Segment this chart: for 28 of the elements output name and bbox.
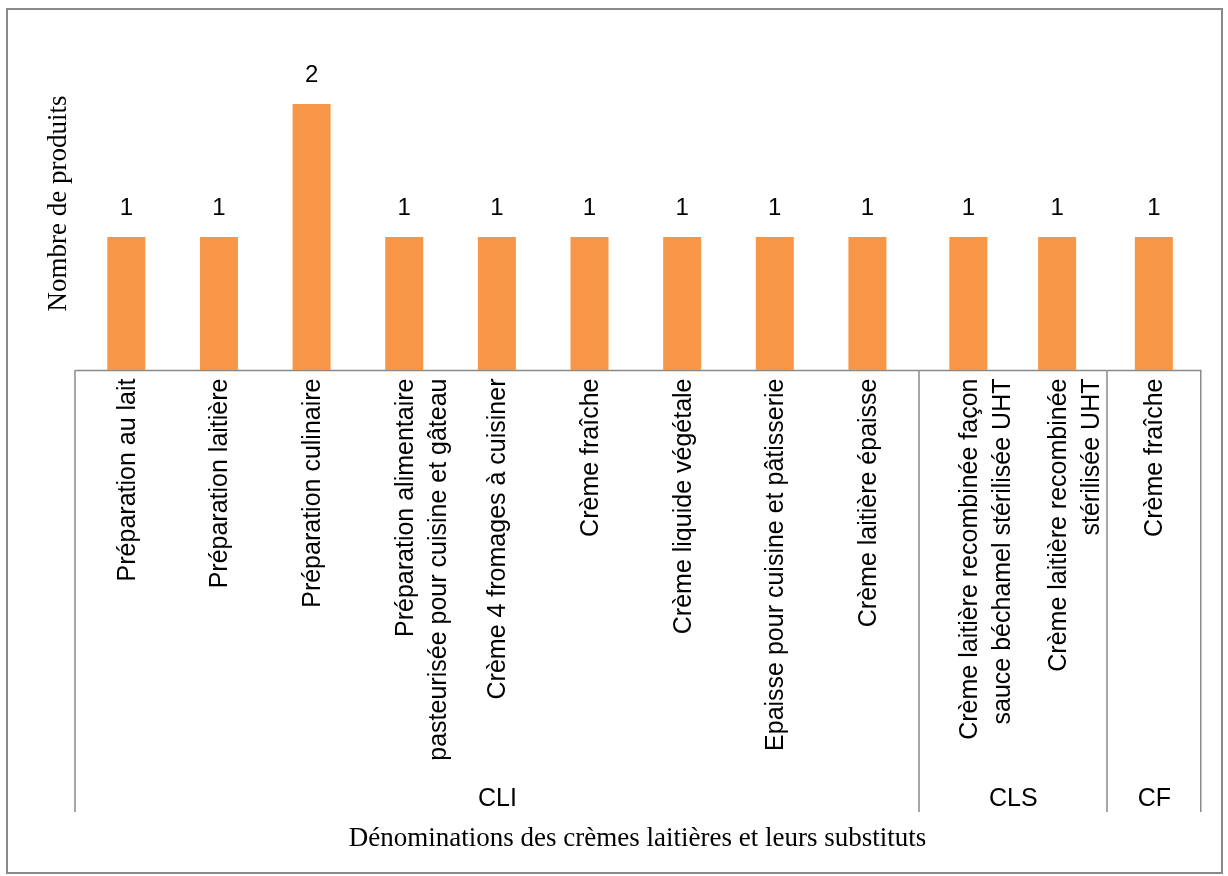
x-tick-label: Crème laitière épaisse bbox=[852, 378, 881, 628]
x-axis-title: CLS bbox=[988, 782, 1038, 811]
x-tick-label: Crème liquide végétale bbox=[667, 378, 696, 635]
data-label: 1 bbox=[1147, 193, 1161, 220]
x-tick-label: Crème fraîche bbox=[575, 378, 604, 537]
data-label: 1 bbox=[768, 193, 782, 220]
y-axis-title: Nombre de produits bbox=[41, 95, 72, 312]
data-label: 2 bbox=[304, 60, 319, 87]
x-tick-label: Préparation laitière bbox=[204, 378, 233, 589]
x-tick-label: Epaisse pour cuisine et pâtisserie bbox=[760, 378, 789, 751]
x-tick-label: Crème fraîche bbox=[1139, 378, 1168, 537]
x-tick-label: Crème 4 fromages à cuisiner bbox=[482, 378, 511, 700]
data-label: 1 bbox=[582, 193, 597, 220]
x-tick-label: Crème laitière recombinée façon sauce béchamel stérilisée UHT bbox=[953, 378, 1015, 740]
x-tick-label: Préparation au lait bbox=[111, 378, 140, 582]
x-tick-label: Préparation culinaire bbox=[297, 378, 326, 608]
text: Dénominations des crèmes laitières et leurs substituts bbox=[348, 822, 927, 852]
data-label: 1 bbox=[961, 193, 976, 220]
data-label: 1 bbox=[490, 193, 504, 220]
data-label: 1 bbox=[212, 193, 226, 220]
data-label: 1 bbox=[675, 193, 689, 220]
x-axis-title: CF bbox=[1137, 782, 1172, 811]
x-tick-label: Préparation alimentaire pasteurisée pour cuisine et gâteau bbox=[389, 378, 451, 761]
data-label: 1 bbox=[860, 193, 875, 220]
data-label: 1 bbox=[119, 193, 133, 220]
x-axis-title: CLI bbox=[477, 782, 517, 811]
data-label: 1 bbox=[397, 193, 411, 220]
data-label: 1 bbox=[1050, 193, 1064, 220]
